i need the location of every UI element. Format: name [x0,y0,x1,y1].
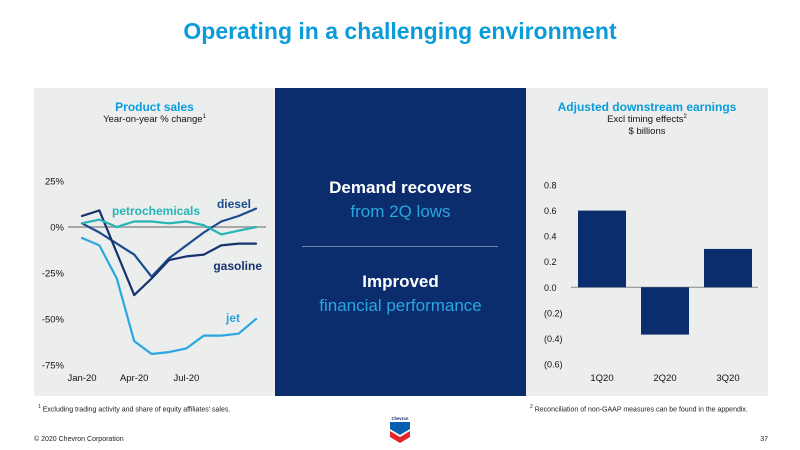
footnote-2-text: Reconciliation of non-GAAP measures can … [534,406,748,414]
product-sales-line-chart: 25% 0% -25% -50% -75%Jan-20 Apr-20 Jul-20 diese… [42,177,266,384]
bar-y-tick-label: 0.4 [544,232,557,242]
product-sales-subtitle: Year-on-year % change1 [34,114,275,125]
footnote-non-gaap: 2 Reconciliation of non-GAAP measures ca… [530,404,748,413]
x-tick-label: Jul-20 [173,373,199,384]
series-line-jet [80,236,258,356]
bar-y-tick-label: (0.2) [544,308,563,318]
x-tick-label: Jan-20 [67,373,96,384]
bar-y-tick-label: 0.8 [544,181,557,191]
bar-1Q20 [578,210,626,288]
downstream-earnings-subtitle: Excl timing effects2 [526,114,768,125]
bar-y-tick-label: 0.0 [544,283,557,293]
downstream-earnings-title: Adjusted downstream earnings [557,100,737,114]
improved-heading: Improved [362,272,439,291]
footnote-marker-2: 2 [683,114,687,120]
footnote-1-text: Excluding trading activity and share of … [42,406,231,414]
logo-top-chevron [390,422,410,435]
downstream-earnings-units: $ billions [628,126,666,137]
y-tick-label: -25% [42,269,65,280]
bar-category-label: 3Q20 [716,373,739,384]
product-sales-panel: Product sales Year-on-year % change1 25%… [34,88,275,396]
x-tick-label: Apr-20 [120,373,149,384]
footnote-product-sales: 1 Excluding trading activity and share o… [38,404,230,413]
demand-recovers-subtext: from 2Q lows [350,202,451,221]
bar-y-tick-label: (0.4) [544,334,563,344]
bar-3Q20 [704,248,752,288]
y-tick-label: -50% [42,315,65,326]
bar-category-label: 1Q20 [590,373,613,384]
y-tick-label: -75% [42,361,65,372]
improved-subtext: financial performance [319,296,482,315]
bar-category-label: 2Q20 [653,373,676,384]
product-sales-title: Product sales [115,100,194,114]
footnote-marker-1: 1 [202,114,206,120]
bar-y-tick-label: 0.6 [544,206,557,216]
y-tick-label: 0% [50,223,64,234]
series-label-gasoline: gasoline [213,259,262,273]
product-sales-subtitle-text: Year-on-year % change [103,114,203,126]
summary-divider [302,246,498,247]
downstream-earnings-panel: Adjusted downstream earnings Excl timing… [526,88,768,396]
series-label-diesel: diesel [217,197,251,211]
y-tick-label: 25% [45,177,65,188]
footnote-1-number: 1 [38,404,41,410]
logo-text: Chevron [392,416,409,421]
series-label-petrochemicals: petrochemicals [112,204,200,218]
chevron-logo: Chevron [389,415,411,443]
page-number: 37 [760,436,768,443]
downstream-subtitle-text: Excl timing effects [607,114,684,126]
copyright: © 2020 Chevron Corporation [34,436,124,443]
summary-panel: Demand recovers from 2Q lows Improved fi… [275,88,526,396]
bar-2Q20 [641,287,689,335]
demand-recovers-heading: Demand recovers [329,178,472,197]
bar-y-tick-label: (0.6) [544,360,563,370]
page-title: Operating in a challenging environment [183,18,617,44]
series-line-petrochemicals [80,218,258,236]
logo-bottom-chevron [390,431,410,443]
series-line-gasoline [80,209,258,297]
bar-y-tick-label: 0.2 [544,257,557,267]
downstream-earnings-bar-chart: 0.8 0.6 0.4 0.2 0.0 (0.2) (0.4) (0.6) 1Q20 2Q20 3Q… [544,181,758,384]
footnote-2-number: 2 [530,404,533,410]
series-label-jet: jet [225,311,240,325]
logo-text-band [389,415,411,421]
